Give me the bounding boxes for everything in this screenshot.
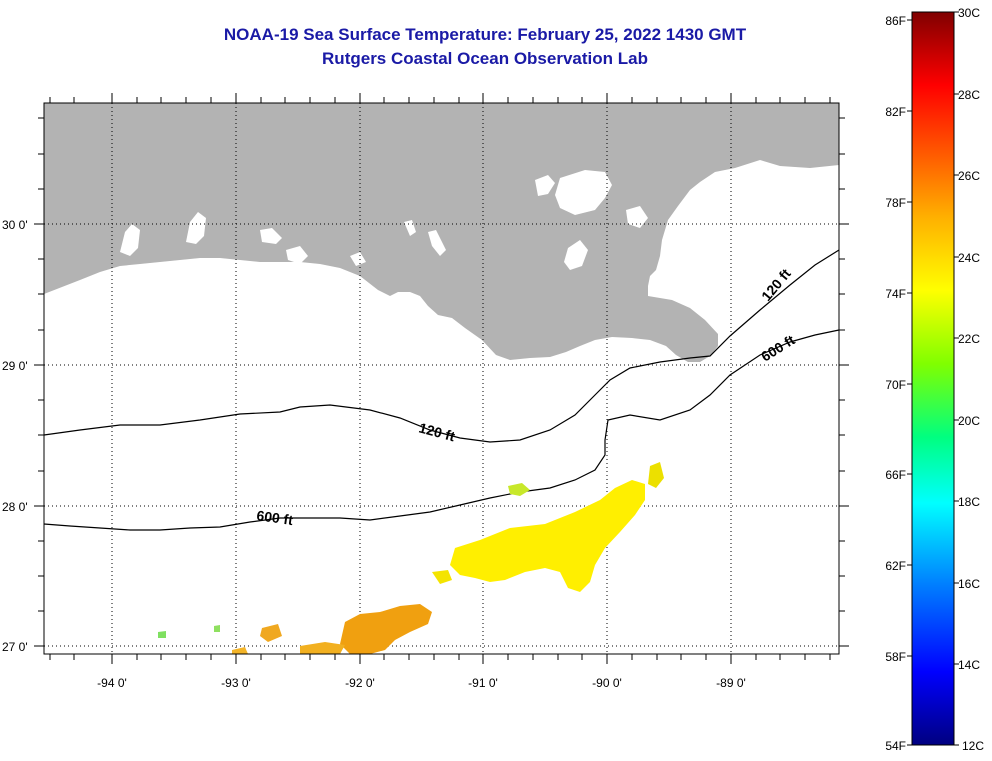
lon-label: -92 0' xyxy=(345,676,375,690)
sst-patch-orange-small xyxy=(260,624,282,642)
lat-label: 30 0' xyxy=(2,218,28,232)
sst-patch-yellow-small xyxy=(432,570,452,584)
colorbar-c-label: 30C xyxy=(958,6,980,20)
bathymetry-contours xyxy=(43,249,840,531)
colorbar-f-label: 54F xyxy=(885,739,906,753)
colorbar-c-label: 18C xyxy=(958,495,980,509)
sst-patch-orange-small xyxy=(232,647,248,654)
map-title: NOAA-19 Sea Surface Temperature: Februar… xyxy=(223,25,747,44)
colorbar-f-label: 82F xyxy=(885,105,906,119)
colorbar-c-label: 26C xyxy=(958,169,980,183)
colorbar-f-label: 70F xyxy=(885,378,906,392)
sst-patch-green-small xyxy=(214,625,220,632)
colorbar-c-label: 12C xyxy=(962,739,984,753)
lon-label: -89 0' xyxy=(716,676,746,690)
sst-patch-green-small xyxy=(158,631,166,638)
colorbar-f-label: 74F xyxy=(885,287,906,301)
colorbar-c-label: 20C xyxy=(958,414,980,428)
lon-ticks xyxy=(49,93,831,664)
map-subtitle: Rutgers Coastal Ocean Observation Lab xyxy=(322,49,648,68)
graticule xyxy=(44,103,839,654)
sst-patch-yellow xyxy=(450,480,645,592)
colorbar-f-label: 66F xyxy=(885,468,906,482)
colorbar-c-label: 24C xyxy=(958,251,980,265)
map-border xyxy=(43,102,840,655)
map-area xyxy=(44,103,839,654)
colorbar-f-label: 86F xyxy=(885,14,906,28)
contour-600ft xyxy=(43,329,840,531)
sst-data xyxy=(158,462,664,654)
lon-label: -94 0' xyxy=(97,676,127,690)
colorbar-f-label: 78F xyxy=(885,196,906,210)
lat-label: 28 0' xyxy=(2,500,28,514)
land-mass xyxy=(44,103,839,362)
lon-label: -90 0' xyxy=(592,676,622,690)
colorbar-ticks xyxy=(907,11,959,746)
color-bar xyxy=(911,11,955,746)
colorbar-c-label: 14C xyxy=(958,658,980,672)
sst-patch-orange xyxy=(340,604,432,654)
colorbar-c-label: 16C xyxy=(958,577,980,591)
sst-patch-greenish xyxy=(508,483,530,496)
lat-label: 29 0' xyxy=(2,359,28,373)
lat-ticks xyxy=(34,117,849,647)
sst-patch-orange-small xyxy=(300,642,345,654)
contour-label: 600 ft xyxy=(256,507,295,528)
colorbar-f-label: 58F xyxy=(885,650,906,664)
contour-120ft xyxy=(43,249,840,443)
sst-patch-yellow-small xyxy=(648,462,664,488)
lat-label: 27 0' xyxy=(2,640,28,654)
lon-label: -93 0' xyxy=(221,676,251,690)
colorbar-c-label: 22C xyxy=(958,332,980,346)
colorbar-f-label: 62F xyxy=(885,559,906,573)
colorbar-c-label: 28C xyxy=(958,88,980,102)
lon-label: -91 0' xyxy=(468,676,498,690)
inland-water xyxy=(120,170,752,270)
